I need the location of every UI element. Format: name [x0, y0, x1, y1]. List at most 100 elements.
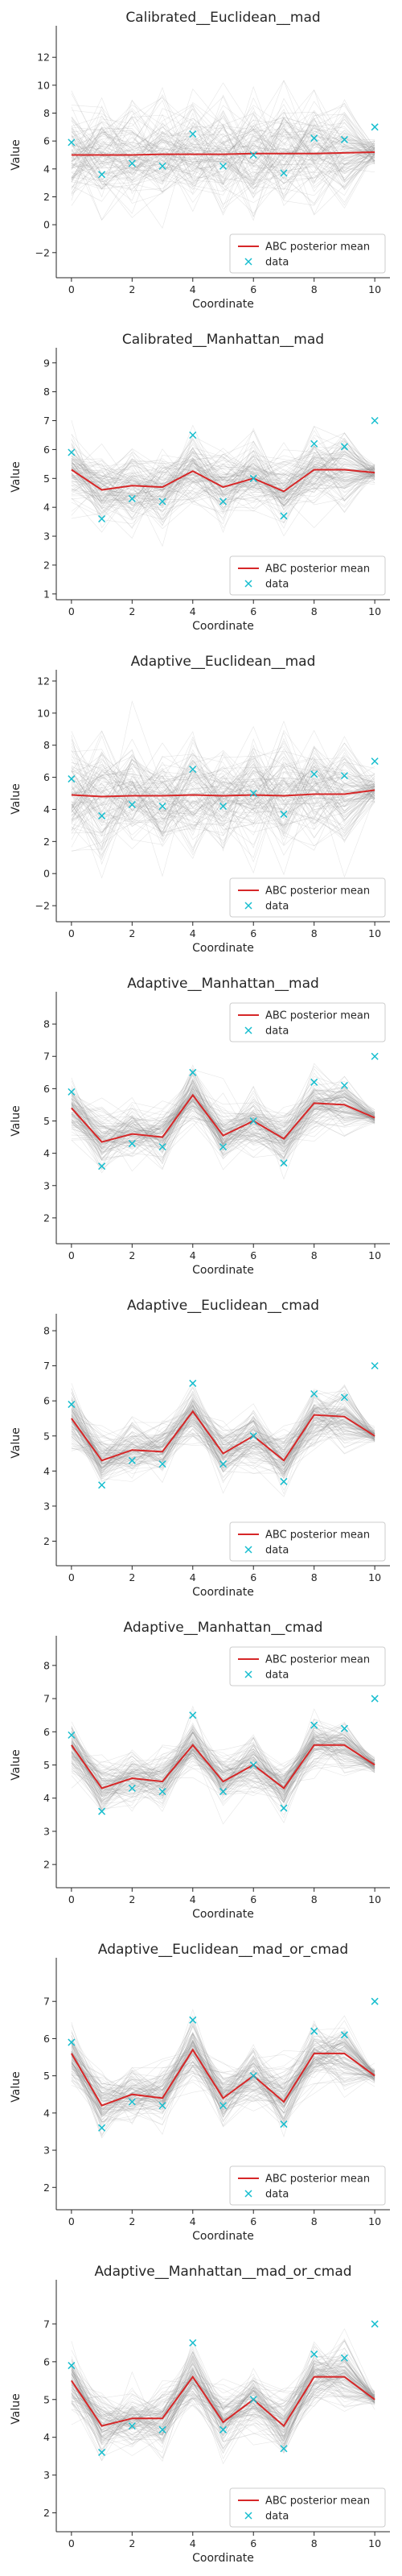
x-tick-label: 4: [190, 2215, 196, 2227]
x-tick-label: 2: [129, 283, 135, 295]
x-tick-label: 8: [311, 2537, 318, 2549]
y-axis-label: Value: [10, 2071, 23, 2102]
x-tick-label: 8: [311, 1571, 318, 1583]
x-axis-label: Coordinate: [192, 2552, 254, 2565]
posterior-samples: [72, 1063, 375, 1179]
y-tick-label: 7: [43, 1693, 50, 1705]
y-tick-label: 8: [43, 1018, 50, 1030]
y-tick-label: 3: [43, 1500, 50, 1512]
y-axis-label: Value: [10, 1749, 23, 1780]
y-tick-label: 4: [43, 803, 50, 815]
posterior-samples: [72, 420, 375, 546]
x-tick-label: 10: [368, 283, 381, 295]
y-tick-label: 2: [43, 836, 50, 848]
legend-box: [230, 1522, 385, 1561]
y-tick-label: 7: [43, 1360, 50, 1372]
y-tick-label: −2: [35, 246, 50, 258]
x-tick-label: 2: [129, 1571, 135, 1583]
x-tick-label: 0: [68, 605, 75, 617]
posterior-samples: [72, 1707, 375, 1824]
x-tick-label: 6: [250, 1571, 256, 1583]
legend-box: [230, 878, 385, 917]
x-tick-label: 6: [250, 1893, 256, 1905]
x-tick-label: 2: [129, 2215, 135, 2227]
x-axis-label: Coordinate: [192, 1908, 254, 1921]
posterior-samples: [72, 701, 375, 877]
x-axis-label: Coordinate: [192, 620, 254, 633]
legend-mean-label: ABC posterior mean: [265, 1530, 370, 1542]
y-tick-label: 3: [43, 2145, 50, 2157]
y-tick-label: 6: [43, 771, 50, 783]
legend-box: [230, 2166, 385, 2205]
x-axis-label: Coordinate: [192, 298, 254, 311]
subplot-6: 0 2 4 6 8 102345678Adaptive__Manhattan__cmadC…: [10, 1620, 390, 1921]
legend-data-label: data: [265, 1545, 289, 1557]
x-tick-label: 0: [68, 1893, 75, 1905]
x-tick-label: 8: [311, 605, 318, 617]
y-axis-label: Value: [10, 1427, 23, 1458]
x-tick-label: 0: [68, 927, 75, 939]
subplot-5: 0 2 4 6 8 102345678Adaptive__Euclidean__cmadC…: [10, 1298, 390, 1599]
x-tick-label: 8: [311, 1893, 318, 1905]
data-point: [99, 1482, 105, 1488]
legend-data-label: data: [265, 579, 289, 591]
y-tick-label: 6: [43, 2355, 50, 2368]
x-tick-label: 6: [250, 605, 256, 617]
data-point: [371, 2321, 378, 2327]
legend-mean-label: ABC posterior mean: [265, 1654, 370, 1666]
y-tick-label: 7: [43, 1051, 50, 1063]
y-tick-label: 6: [43, 135, 50, 147]
y-tick-label: 6: [43, 1726, 50, 1738]
chart-title: Adaptive__Euclidean__cmad: [127, 1298, 319, 1314]
subplot-8: 0 2 4 6 8 10234567Adaptive__Manhattan__mad_or…: [10, 2264, 390, 2565]
y-tick-label: 5: [43, 473, 50, 485]
x-tick-label: 6: [250, 283, 256, 295]
x-tick-label: 10: [368, 1249, 381, 1261]
y-tick-label: 6: [43, 1395, 50, 1407]
data-point: [371, 1053, 378, 1059]
chart-title: Adaptive__Manhattan__cmad: [124, 1620, 323, 1636]
legend-data-label: data: [265, 2511, 289, 2523]
subplot-3: 0 2 4 6 8 10−2024681012Adaptive__Euclidean__m…: [10, 654, 390, 955]
y-tick-label: 4: [43, 1147, 50, 1159]
x-tick-label: 4: [190, 1893, 196, 1905]
x-tick-label: 10: [368, 1571, 381, 1583]
y-axis-label: Value: [10, 461, 23, 492]
x-tick-label: 0: [68, 1571, 75, 1583]
x-tick-label: 6: [250, 1249, 256, 1261]
y-tick-label: 8: [43, 386, 50, 398]
y-tick-label: 6: [43, 1083, 50, 1095]
legend-mean-label: ABC posterior mean: [265, 242, 370, 254]
y-tick-label: 2: [43, 2182, 50, 2194]
x-axis-label: Coordinate: [192, 2230, 254, 2243]
x-tick-label: 10: [368, 927, 381, 939]
legend-box: [230, 1003, 385, 1042]
y-tick-label: 9: [43, 357, 50, 369]
x-tick-label: 8: [311, 283, 318, 295]
chart-title: Adaptive__Manhattan__mad_or_cmad: [94, 2264, 351, 2280]
y-tick-label: 5: [43, 2070, 50, 2082]
x-tick-label: 6: [250, 2537, 256, 2549]
legend: ABC posterior meandata: [230, 234, 385, 273]
legend-mean-label: ABC posterior mean: [265, 1010, 370, 1022]
data-point: [99, 2449, 105, 2455]
x-tick-label: 4: [190, 605, 196, 617]
x-tick-label: 10: [368, 1893, 381, 1905]
legend-data-label: data: [265, 1026, 289, 1038]
legend-mean-label: ABC posterior mean: [265, 2174, 370, 2186]
x-tick-label: 2: [129, 605, 135, 617]
y-tick-label: 5: [43, 2393, 50, 2405]
chart-title: Calibrated__Manhattan__mad: [122, 332, 324, 348]
y-tick-label: 4: [43, 2107, 50, 2119]
data-point: [371, 1363, 378, 1369]
x-tick-label: 0: [68, 283, 75, 295]
x-tick-label: 0: [68, 1249, 75, 1261]
chart-title: Adaptive__Euclidean__mad_or_cmad: [98, 1942, 348, 1958]
x-tick-label: 2: [129, 1893, 135, 1905]
x-axis-label: Coordinate: [192, 1586, 254, 1599]
y-tick-label: 3: [43, 1179, 50, 1191]
posterior-samples: [72, 1381, 375, 1496]
y-tick-label: 4: [43, 502, 50, 514]
data-point: [190, 431, 196, 438]
legend: ABC posterior meandata: [230, 2488, 385, 2527]
